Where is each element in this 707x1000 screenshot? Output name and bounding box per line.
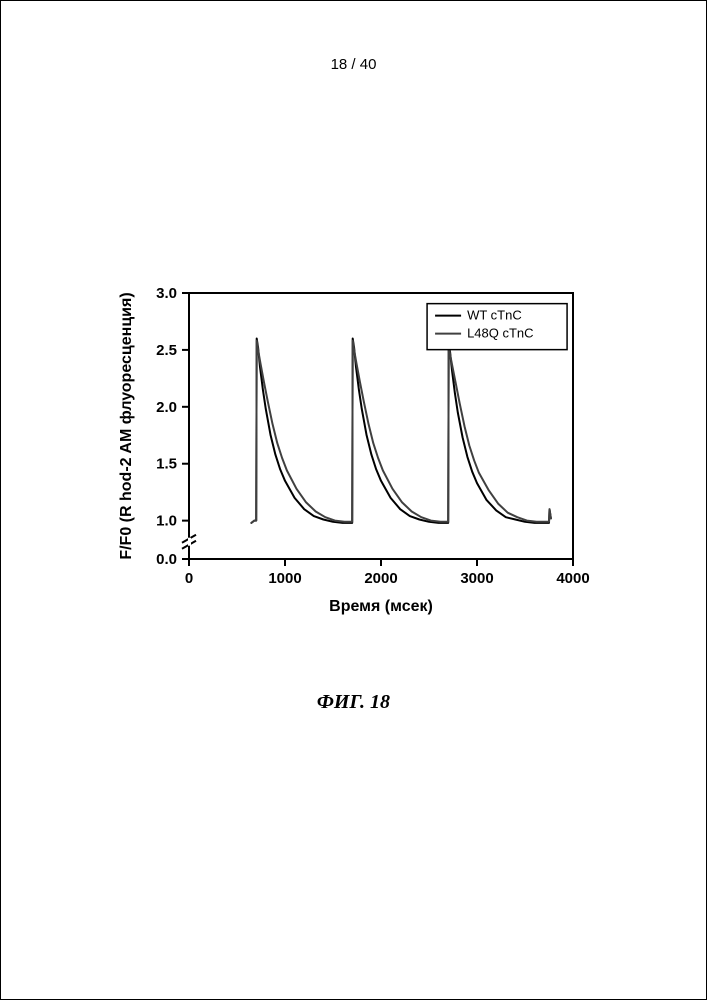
x-axis-label: Время (мсек): [329, 598, 433, 615]
svg-text:2.5: 2.5: [156, 342, 177, 359]
svg-text:3000: 3000: [460, 570, 493, 587]
svg-text:1.5: 1.5: [156, 456, 177, 473]
legend-label: L48Q cTnC: [467, 326, 533, 341]
fluorescence-time-chart: 0 1000 2000 3000 4000 0.0 1.0 1.5 2.0 2.5 3.0 Время…: [111, 281, 591, 621]
svg-text:1.0: 1.0: [156, 513, 177, 530]
page-number: 18 / 40: [1, 56, 706, 73]
figure-caption: ФИГ. 18: [1, 691, 706, 714]
svg-text:0: 0: [185, 570, 193, 587]
svg-text:3.0: 3.0: [156, 285, 177, 302]
legend-label: WT cTnC: [467, 308, 522, 323]
svg-text:2000: 2000: [364, 570, 397, 587]
svg-text:4000: 4000: [556, 570, 589, 587]
page: 18 / 40 0 1000 2000 3000 4000 0.0 1.0 1.5 2.0 2.5…: [0, 0, 707, 1000]
svg-text:0.0: 0.0: [156, 551, 177, 568]
svg-text:2.0: 2.0: [156, 399, 177, 416]
y-axis-label: F/F0 (R hod-2 AM флуоресценция): [118, 292, 135, 559]
svg-text:1000: 1000: [268, 570, 301, 587]
